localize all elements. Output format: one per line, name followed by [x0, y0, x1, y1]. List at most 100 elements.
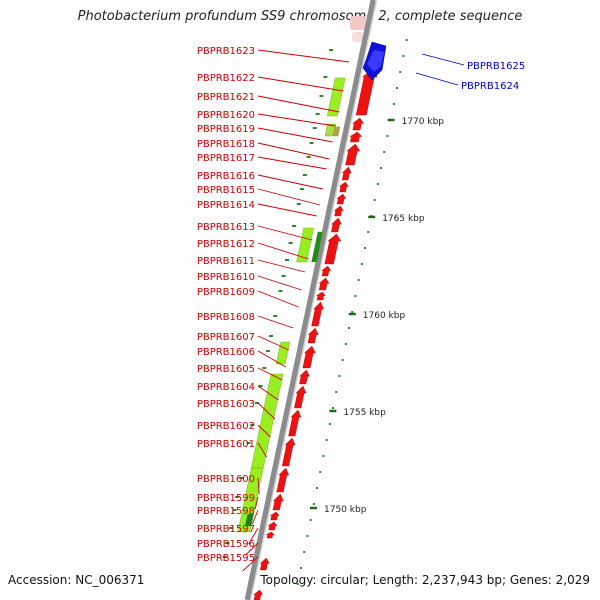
gene-label: PBPRB1600 [197, 474, 255, 485]
gene-label-leader [257, 142, 330, 160]
gene-label: PBPRB1597 [197, 524, 255, 535]
forward-gene-arrow [336, 193, 347, 205]
gene-label: PBPRB1603 [197, 399, 255, 410]
gene-label: PBPRB1604 [197, 382, 255, 393]
scale-label: 1770 kbp [402, 117, 445, 127]
gene-label: PBPRB1602 [197, 421, 255, 432]
gene-label-leader [257, 259, 306, 273]
gene-label: PBPRB1618 [197, 139, 255, 150]
gene-label: PBPRB1615 [197, 185, 255, 196]
gene-label-leader [257, 188, 321, 206]
gene-label-leader [257, 315, 294, 329]
gene-label-leader [248, 527, 259, 545]
forward-gene-arrow [266, 531, 275, 539]
gene-label-leader [421, 53, 465, 66]
gene-label: PBPRB1610 [197, 272, 255, 283]
gene-label-leader [257, 424, 271, 438]
forward-gene-arrow [349, 131, 363, 143]
gene-label-leader [252, 509, 259, 525]
gene-label-leader [257, 95, 340, 113]
gene-label: PBPRB1613 [197, 222, 255, 233]
gene-label-leader [257, 113, 336, 127]
gene-label-leader [257, 402, 276, 420]
gene-label: PBPRB1614 [197, 200, 255, 211]
gene-label-leader [242, 556, 259, 572]
gene-label: PBPRB1598 [197, 506, 255, 517]
gene-label: PBPRB1605 [197, 364, 255, 375]
gene-label: PBPRB1625 [467, 61, 525, 72]
gene-label: PBPRB1620 [197, 110, 255, 121]
reverse-gene-arrow-highlight [367, 50, 384, 72]
gene-label-leader [257, 225, 313, 241]
forward-gene-arrow [253, 589, 264, 600]
gene-label-leader [257, 350, 287, 368]
gene-label: PBPRB1622 [197, 73, 255, 84]
cds-feature-box [275, 341, 291, 365]
gene-label-leader [257, 367, 283, 381]
gene-label-leader [257, 76, 344, 92]
gene-label-leader [245, 542, 259, 556]
forward-gene-arrow [333, 205, 344, 217]
gene-label-leader [254, 496, 259, 510]
forward-gene-arrow [281, 437, 296, 467]
gene-label-leader [257, 49, 350, 63]
forward-gene-arrow [355, 69, 378, 116]
chromosome-backbone-highlight [249, 0, 378, 600]
cds-feature-box [237, 467, 264, 533]
gene-label: PBPRB1609 [197, 287, 255, 298]
forward-gene-arrow [272, 493, 284, 511]
gene-label-leader [257, 442, 267, 458]
forward-gene-arrow [302, 345, 316, 369]
gene-label: PBPRB1623 [197, 46, 255, 57]
gene-label: PBPRB1608 [197, 312, 255, 323]
forward-gene-arrow [307, 327, 319, 344]
forward-gene-arrow [352, 117, 365, 131]
gene-label: PBPRB1607 [197, 332, 255, 343]
forward-gene-arrow [318, 277, 330, 291]
gene-label: PBPRB1611 [197, 256, 255, 267]
cds-feature-box [332, 126, 341, 137]
forward-gene-arrow [276, 467, 290, 493]
cds-feature-box [326, 77, 346, 117]
scale-label: 1765 kbp [382, 214, 425, 224]
faded-gene-top [352, 32, 364, 42]
gene-label: PBPRB1624 [461, 81, 519, 92]
forward-gene-arrow [338, 181, 349, 193]
forward-gene-arrow [288, 409, 302, 437]
cds-feature-box [244, 513, 254, 527]
gene-label-leader [257, 156, 327, 170]
genome-summary: Topology: circular; Length: 2,237,943 bp… [260, 573, 590, 587]
gene-label-leader [257, 174, 323, 190]
gene-label-leader [257, 203, 317, 217]
forward-gene-arrow [267, 521, 278, 531]
forward-gene-arrow [294, 385, 307, 409]
forward-gene-arrow [269, 511, 280, 521]
gene-label-leader [257, 477, 260, 495]
forward-gene-arrow [324, 233, 342, 265]
gene-label: PBPRB1612 [197, 239, 255, 250]
gene-label: PBPRB1606 [197, 347, 255, 358]
gene-label-leader [257, 290, 299, 308]
cds-feature-box [296, 227, 314, 263]
cds-feature-box [311, 231, 324, 263]
forward-gene-arrow [345, 143, 361, 166]
forward-gene-arrow [341, 166, 352, 181]
forward-gene-arrow [259, 557, 270, 571]
gene-label-leader [257, 127, 333, 143]
forward-gene-arrow [299, 369, 310, 385]
faded-gene-top [350, 16, 366, 30]
gene-label: PBPRB1617 [197, 153, 255, 164]
gene-label: PBPRB1596 [197, 539, 255, 550]
gene-label: PBPRB1616 [197, 171, 255, 182]
gene-label: PBPRB1619 [197, 124, 255, 135]
gene-label-leader [257, 335, 290, 351]
forward-gene-arrow [330, 217, 342, 233]
gene-label: PBPRB1621 [197, 92, 255, 103]
scale-label: 1760 kbp [363, 311, 406, 321]
accession-label: Accession: NC_006371 [8, 573, 145, 587]
map-title: Photobacterium profundum SS9 chromosome … [77, 9, 523, 24]
gene-label: PBPRB1595 [197, 553, 255, 564]
gene-label-leader [257, 275, 302, 291]
forward-gene-arrow [315, 291, 326, 301]
gene-label-leader [415, 72, 459, 86]
